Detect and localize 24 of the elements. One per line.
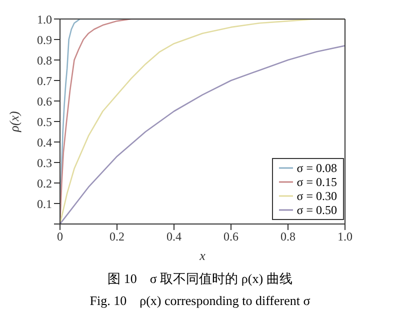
y-tick-label: 0.6 (37, 94, 52, 108)
x-tick-label: 0.4 (166, 230, 182, 244)
x-axis-title: x (198, 248, 206, 263)
x-tick-label: 0 (57, 230, 63, 244)
y-tick-label: 0.9 (37, 32, 52, 47)
y-tick-label: 0.4 (37, 135, 52, 150)
text: Fig. 10 ρ(x) corresponding to different σ (88, 292, 312, 310)
y-tick-label: 0.1 (37, 196, 52, 211)
legend-label: σ = 0.30 (296, 189, 337, 203)
legend-label: σ = 0.15 (296, 175, 337, 189)
y-tick-label: 1.0 (37, 12, 52, 26)
x-tick-label: 0.2 (110, 230, 124, 244)
y-tick-label: 0.3 (37, 156, 52, 170)
y-tick-label: 0.8 (37, 53, 52, 68)
y-tick-label: 0.5 (37, 114, 52, 129)
legend-label: σ = 0.50 (296, 203, 337, 217)
y-tick-label: 0.2 (37, 176, 52, 190)
y-tick-label: 0.7 (37, 74, 52, 88)
x-tick-label: 1.0 (338, 230, 352, 244)
legend-label: σ = 0.08 (296, 161, 337, 175)
y-axis-title: ρ(x) (6, 111, 22, 133)
x-tick-label: 0.8 (280, 230, 296, 244)
x-tick-label: 0.6 (224, 230, 238, 244)
text: 图 10 σ 取不同值时的 ρ(x) 曲线 (106, 270, 294, 288)
